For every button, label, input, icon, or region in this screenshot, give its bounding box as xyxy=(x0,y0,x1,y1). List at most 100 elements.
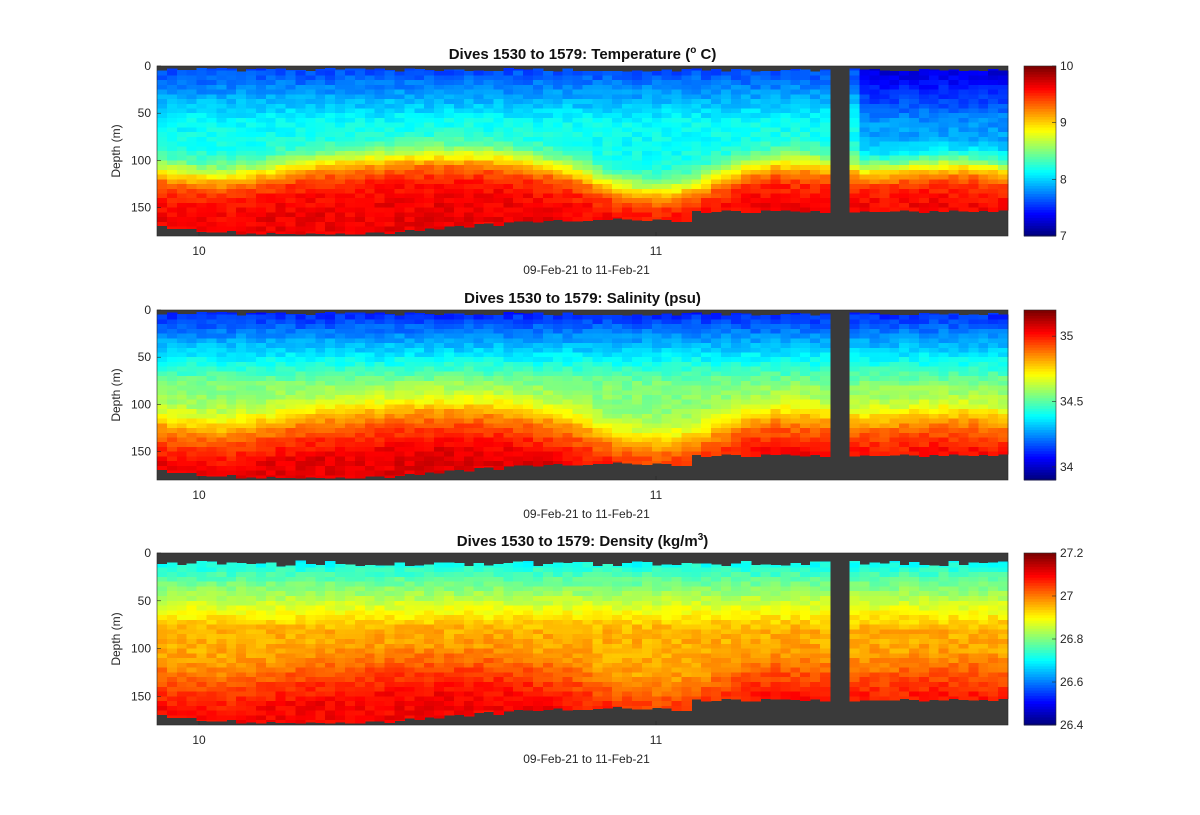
heatmap-cell xyxy=(701,333,712,339)
heatmap-cell xyxy=(186,155,198,162)
heatmap-cell xyxy=(661,376,673,382)
heatmap-cell xyxy=(305,226,316,232)
heatmap-cell xyxy=(998,169,1009,176)
heatmap-cell xyxy=(661,212,673,218)
heatmap-cell xyxy=(938,169,950,176)
heatmap-cell xyxy=(760,94,772,100)
heatmap-cell xyxy=(790,169,801,176)
x-axis-label: 09-Feb-21 to 11-Feb-21 xyxy=(523,263,650,277)
heatmap-cell xyxy=(582,338,593,344)
heatmap-cell xyxy=(909,184,920,190)
heatmap-cell xyxy=(711,366,722,372)
heatmap-cell xyxy=(394,475,405,476)
heatmap-cell xyxy=(889,207,900,212)
heatmap-cell xyxy=(533,155,544,162)
heatmap-cell xyxy=(255,184,267,190)
heatmap-cell xyxy=(503,361,514,368)
heatmap-cell xyxy=(414,132,425,138)
heatmap-cell xyxy=(453,432,465,439)
heatmap-cell xyxy=(612,179,623,185)
heatmap-cell xyxy=(255,113,267,119)
heatmap-cell xyxy=(157,193,168,199)
heatmap-cell xyxy=(770,315,782,321)
heatmap-cell xyxy=(453,146,465,152)
heatmap-cell xyxy=(523,151,534,157)
heatmap-cell xyxy=(691,324,702,330)
heatmap-cell xyxy=(285,231,297,234)
heatmap-cell xyxy=(681,75,692,81)
heatmap-cell xyxy=(236,169,247,176)
heatmap-cell xyxy=(434,169,445,176)
heatmap-cell xyxy=(770,155,782,162)
heatmap-cell xyxy=(542,113,554,119)
heatmap-cell xyxy=(819,160,831,166)
heatmap-cell xyxy=(176,451,188,457)
heatmap-cell xyxy=(157,70,168,77)
heatmap-cell xyxy=(345,103,356,110)
heatmap-cell xyxy=(998,89,1009,95)
heatmap-cell xyxy=(770,146,782,152)
heatmap-cell xyxy=(157,80,168,86)
heatmap-cell xyxy=(602,174,613,180)
heatmap-cell xyxy=(493,347,504,354)
heatmap-cell xyxy=(681,390,692,396)
heatmap-cell xyxy=(186,122,198,128)
heatmap-cell xyxy=(750,333,762,339)
heatmap-cell xyxy=(552,395,564,401)
heatmap-cell xyxy=(533,442,544,448)
heatmap-cell xyxy=(701,347,712,354)
heatmap-cell xyxy=(572,99,584,105)
heatmap-cell xyxy=(691,361,702,368)
heatmap-cell xyxy=(661,141,673,147)
heatmap-cell xyxy=(602,188,613,195)
heatmap-cell xyxy=(295,314,307,321)
heatmap-cell xyxy=(533,103,544,110)
heatmap-cell xyxy=(493,432,504,439)
heatmap-cell xyxy=(236,470,247,476)
heatmap-cell xyxy=(849,155,861,162)
heatmap-cell xyxy=(285,432,297,439)
heatmap-cell xyxy=(542,146,554,152)
heatmap-cell xyxy=(275,371,287,377)
heatmap-cell xyxy=(295,413,307,420)
heatmap-cell xyxy=(483,409,495,415)
heatmap-cell xyxy=(434,380,445,387)
heatmap-cell xyxy=(592,193,603,199)
heatmap-cell xyxy=(216,442,227,448)
heatmap-cell xyxy=(166,132,178,138)
heatmap-cell xyxy=(157,141,168,147)
heatmap-cell xyxy=(206,437,217,443)
heatmap-cell xyxy=(275,314,287,321)
heatmap-cell xyxy=(651,84,663,91)
heatmap-cell xyxy=(414,314,425,321)
heatmap-cell xyxy=(236,193,247,199)
heatmap-cell xyxy=(691,312,702,316)
heatmap-cell xyxy=(443,409,455,415)
heatmap-cell xyxy=(463,103,475,110)
heatmap-cell xyxy=(335,313,346,316)
heatmap-cell xyxy=(879,141,890,147)
heatmap-cell xyxy=(592,437,603,443)
heatmap-cell xyxy=(176,376,188,382)
heatmap-cell xyxy=(275,423,287,429)
heatmap-cell xyxy=(206,418,217,424)
heatmap-cell xyxy=(701,324,712,330)
heatmap-cell xyxy=(681,399,692,406)
heatmap-cell xyxy=(265,404,277,410)
heatmap-cell xyxy=(631,132,643,138)
heatmap-cell xyxy=(176,108,188,114)
heatmap-cell xyxy=(295,226,307,232)
heatmap-cell xyxy=(562,103,574,110)
heatmap-cell xyxy=(918,207,930,213)
heatmap-cell xyxy=(711,371,722,377)
heatmap-cell xyxy=(928,169,940,176)
heatmap-cell xyxy=(424,390,435,396)
heatmap-cell xyxy=(760,160,772,166)
heatmap-cell xyxy=(721,169,732,176)
heatmap-cell xyxy=(661,198,673,204)
heatmap-cell xyxy=(869,179,880,185)
heatmap-cell xyxy=(384,70,396,77)
heatmap-cell xyxy=(226,99,237,105)
heatmap-cell xyxy=(582,395,593,401)
heatmap-cell xyxy=(542,409,554,415)
